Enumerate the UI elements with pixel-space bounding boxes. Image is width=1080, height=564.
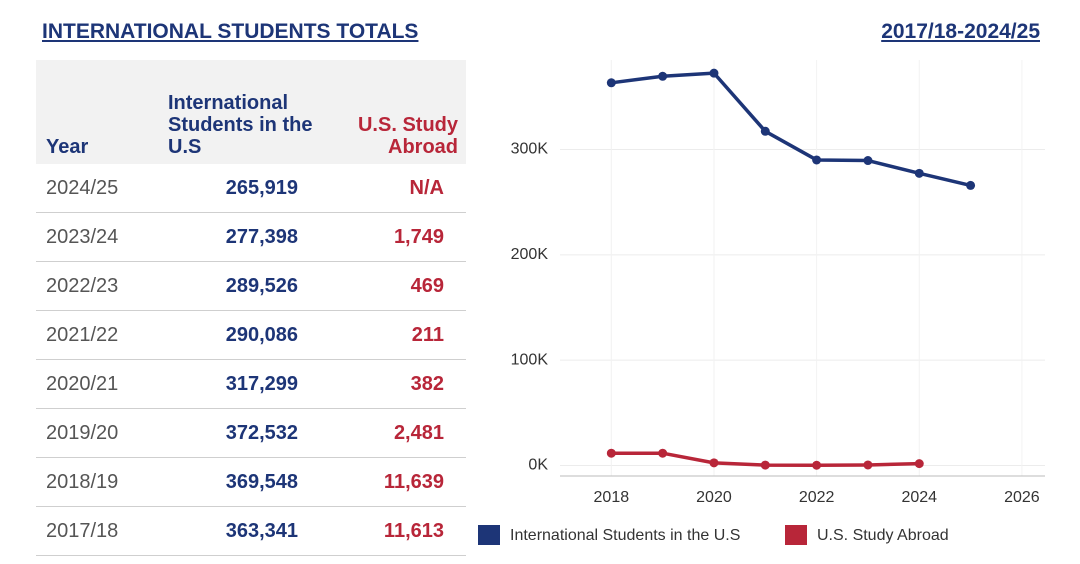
legend-swatch (785, 525, 807, 545)
data-point (812, 460, 822, 470)
column-header: U.S. Study Abroad (357, 114, 458, 158)
table-cell: 211 (411, 324, 444, 346)
table-cell: 372,532 (225, 422, 298, 444)
table-cell: 363,341 (225, 520, 298, 542)
data-point (658, 448, 668, 458)
table-row: 2022/23 289,526 469 (36, 262, 466, 311)
y-tick-label: 300K (511, 141, 549, 158)
legend-label: International Students in the U.S (510, 527, 740, 544)
column-header: International Students in the U.S (168, 92, 313, 158)
table-row: 2018/19 369,548 11,639 (36, 458, 466, 507)
data-point (812, 155, 822, 165)
table-cell: 369,548 (225, 471, 298, 493)
data-point (863, 460, 873, 470)
x-tick-label: 2020 (696, 489, 732, 506)
data-point (760, 126, 770, 136)
table-cell: 1,749 (393, 226, 444, 248)
table-row: 2020/21 317,299 382 (36, 360, 466, 409)
table: Year International Students in the U.S U… (36, 60, 466, 556)
legend-swatch (478, 525, 500, 545)
data-point (658, 71, 668, 81)
table-cell: 469 (410, 275, 444, 297)
table-cell: 2019/20 (46, 422, 119, 444)
x-tick-label: 2018 (594, 489, 630, 506)
x-tick-label: 2024 (901, 489, 937, 506)
table-cell: 2,481 (393, 422, 444, 444)
table-cell: 11,613 (383, 520, 444, 542)
date-range: 2017/18-2024/25 (881, 20, 1040, 43)
data-point (863, 156, 873, 166)
table-cell: 317,299 (225, 373, 298, 395)
table-header: Year International Students in the U.S U… (36, 60, 466, 164)
table-cell: 2020/21 (46, 373, 119, 395)
data-point (709, 458, 719, 468)
table-cell: 277,398 (225, 226, 298, 248)
column-header: Year (46, 136, 89, 158)
y-tick-label: 0K (528, 457, 548, 474)
table-cell: 2021/22 (46, 324, 119, 346)
data-point (914, 459, 924, 469)
table-cell: N/A (409, 177, 444, 199)
data-point (709, 68, 719, 78)
table-cell: 265,919 (225, 177, 298, 199)
table-cell: 289,526 (225, 275, 298, 297)
table-cell: 290,086 (225, 324, 298, 346)
table-row: 2017/18 363,341 11,613 (36, 507, 466, 556)
data-point (606, 78, 616, 88)
series-line (611, 71, 971, 188)
x-tick-label: 2026 (1004, 489, 1040, 506)
data-point (914, 168, 924, 178)
table-row: 2021/22 290,086 211 (36, 311, 466, 360)
table-cell: 2018/19 (46, 471, 119, 493)
data-point (760, 460, 770, 470)
table-cell: 2022/23 (46, 275, 119, 297)
legend-label: U.S. Study Abroad (817, 527, 949, 544)
data-point (606, 448, 616, 458)
table-row: 2024/25 265,919 N/A (36, 164, 466, 213)
y-tick-label: 100K (511, 351, 549, 368)
table-row: 2019/20 372,532 2,481 (36, 409, 466, 458)
table-cell: 2023/24 (46, 226, 119, 248)
title: INTERNATIONAL STUDENTS TOTALS (42, 20, 419, 43)
data-point (966, 180, 976, 190)
table-row: 2023/24 277,398 1,749 (36, 213, 466, 262)
table-cell: 2017/18 (46, 520, 119, 542)
table-cell: 2024/25 (46, 177, 119, 199)
y-tick-label: 200K (511, 246, 549, 263)
table-cell: 11,639 (383, 471, 444, 493)
table-cell: 382 (410, 373, 444, 395)
x-tick-label: 2022 (799, 489, 835, 506)
